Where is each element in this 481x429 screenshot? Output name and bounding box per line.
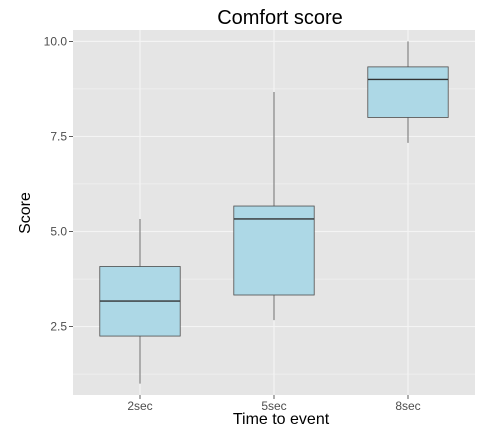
x-tick-label: 8sec	[395, 399, 420, 413]
box-iqr	[233, 205, 315, 296]
y-tick-label: 10.0	[44, 34, 68, 48]
boxes	[99, 41, 449, 384]
box-2sec	[99, 218, 181, 384]
y-tick-label: 2.5	[50, 320, 67, 334]
chart-title: Comfort score	[217, 7, 343, 29]
x-tick-label: 2sec	[127, 399, 152, 413]
x-tick-label: 5sec	[261, 399, 286, 413]
box-5sec	[233, 91, 315, 321]
x-axis-ticks: 2sec 5sec 8sec	[127, 395, 421, 413]
y-axis-title: Score	[17, 192, 34, 234]
x-axis-title: Time to event	[233, 411, 330, 428]
box-8sec	[367, 41, 449, 143]
y-axis-ticks: 2.5 5.0 7.5 10.0	[44, 34, 73, 334]
y-tick-label: 7.5	[50, 129, 67, 143]
box-iqr	[367, 66, 449, 118]
y-tick-label: 5.0	[50, 225, 67, 239]
